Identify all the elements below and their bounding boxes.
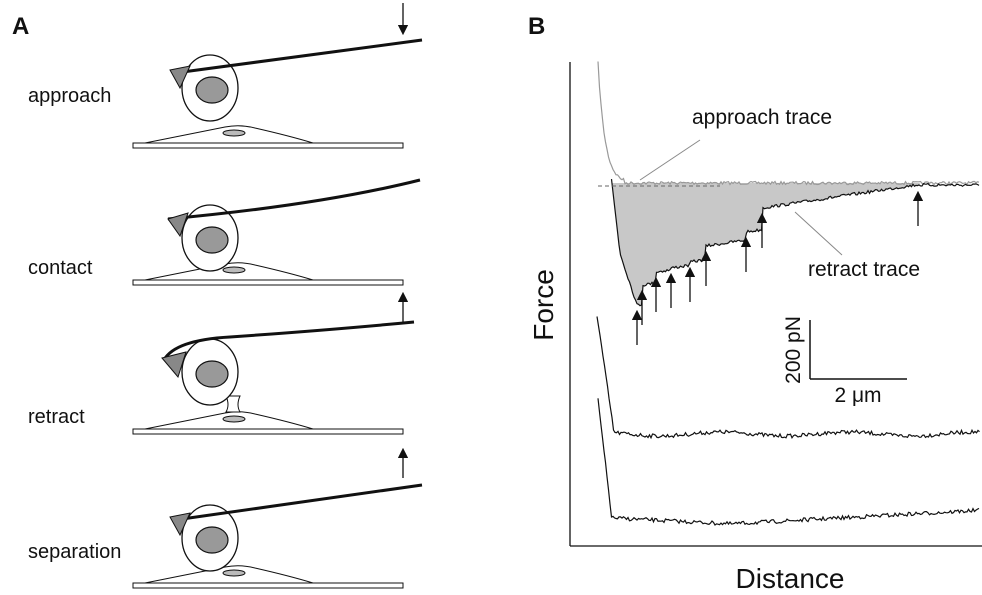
- approach-label: approach trace: [692, 106, 832, 129]
- approach-trace: [597, 61, 980, 186]
- step-label: contact: [28, 257, 93, 279]
- panel-label: A: [12, 13, 29, 40]
- leader: [794, 211, 843, 256]
- step-label: separation: [28, 541, 121, 563]
- trace: [596, 316, 980, 440]
- leader: [639, 139, 701, 181]
- traces: [596, 61, 980, 526]
- scale-distance: 2 μm: [834, 384, 881, 407]
- step-label: retract: [28, 406, 85, 428]
- x-axis-label: Distance: [736, 563, 845, 594]
- step-contact: [132, 178, 421, 322]
- adhesion-area: [612, 183, 920, 306]
- y-axis-label: Force: [528, 269, 559, 341]
- retract-trace: [610, 179, 980, 307]
- step-approach: [132, 3, 423, 149]
- trace: [597, 398, 980, 526]
- step-label: approach: [28, 85, 111, 107]
- step-retract: [132, 320, 415, 478]
- scale-force: 200 pN: [782, 316, 805, 384]
- panel-label: B: [528, 13, 545, 40]
- step-separation: [132, 483, 423, 589]
- retract-label: retract trace: [808, 258, 920, 281]
